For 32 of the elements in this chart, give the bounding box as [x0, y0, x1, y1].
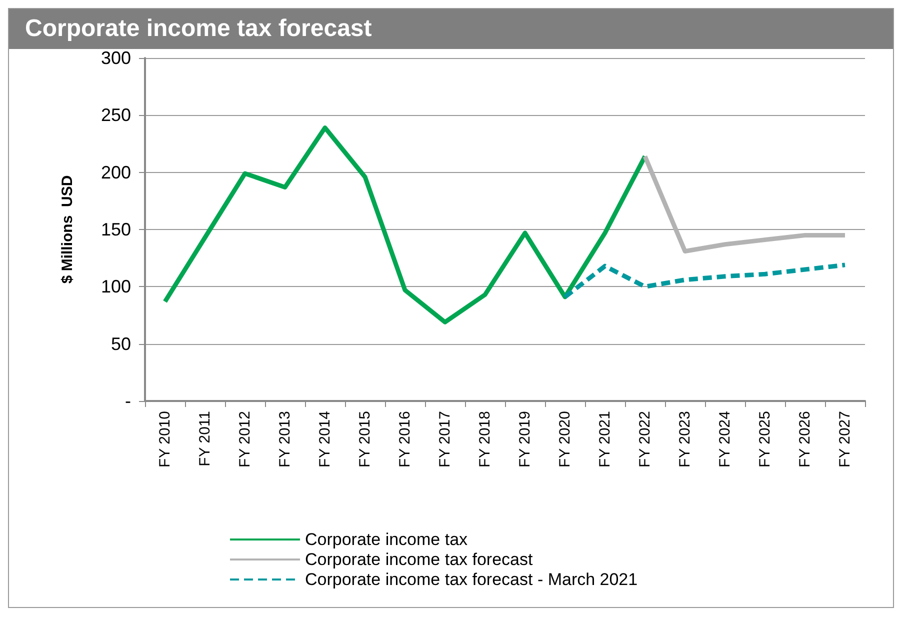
y-tick-label: 250 [100, 105, 131, 126]
x-tick-label: FY 2013 [276, 411, 294, 468]
x-tick-label: FY 2018 [476, 411, 494, 468]
x-tick-label: FY 2022 [636, 411, 654, 468]
y-tick-label: 200 [100, 162, 131, 182]
line-series [562, 262, 848, 300]
x-tick-label: FY 2021 [596, 411, 614, 468]
x-tick-label: FY 2020 [556, 411, 574, 468]
legend-label: Corporate income tax forecast - March 2021 [305, 570, 638, 589]
y-tick-label: 50 [110, 334, 131, 354]
x-tick-label: FY 2015 [356, 411, 374, 468]
legend-label: Corporate income tax forecast [305, 550, 533, 569]
chart-title: Corporate income tax forecast [9, 9, 893, 49]
x-tick-label: FY 2027 [836, 411, 854, 468]
x-tick-label: FY 2016 [396, 411, 414, 468]
line-series [162, 125, 648, 324]
y-tick-label: - [125, 391, 131, 411]
x-tick-label: FY 2019 [516, 411, 534, 468]
x-tick-label: FY 2017 [436, 411, 454, 468]
x-tick-label: FY 2011 [196, 411, 214, 466]
x-tick-label: FY 2014 [316, 411, 334, 468]
x-tick-label: FY 2025 [756, 411, 774, 468]
x-tick-label: FY 2012 [236, 411, 254, 468]
x-tick-label: FY 2024 [716, 411, 734, 468]
x-tick-label: FY 2026 [796, 411, 814, 468]
y-tick-label: 300 [100, 48, 131, 68]
y-tick-label: 100 [100, 276, 131, 297]
x-tick-label: FY 2010 [156, 411, 174, 468]
y-axis-title: $ Millions USD [59, 175, 76, 284]
x-tick-label: FY 2023 [676, 411, 694, 468]
legend-label: Corporate income tax [305, 530, 468, 549]
y-tick-label: 150 [100, 220, 131, 240]
